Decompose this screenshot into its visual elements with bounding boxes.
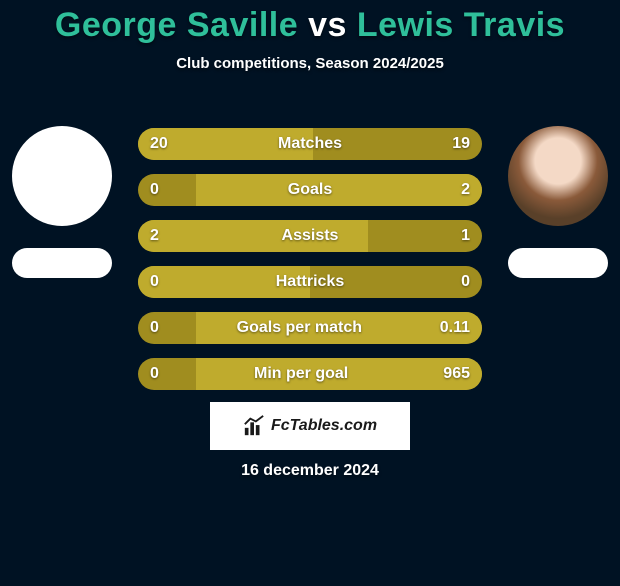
player2-avatar xyxy=(508,126,608,226)
date-text: 16 december 2024 xyxy=(0,462,620,480)
stat-value-right: 0.11 xyxy=(440,319,470,337)
stat-value-left: 0 xyxy=(150,273,159,291)
stat-label: Assists xyxy=(159,227,461,245)
stat-bar: 0Min per goal965 xyxy=(138,358,482,390)
stat-value-left: 0 xyxy=(150,319,159,337)
stat-value-right: 0 xyxy=(461,273,470,291)
stat-label: Goals per match xyxy=(159,319,440,337)
player2-club-pill xyxy=(508,248,608,278)
player1-column xyxy=(12,126,112,278)
stat-bar: 2Assists1 xyxy=(138,220,482,252)
page-title: George Saville vs Lewis Travis xyxy=(0,6,620,45)
title-player1: George Saville xyxy=(55,6,298,44)
stat-value-left: 20 xyxy=(150,135,168,153)
subtitle: Club competitions, Season 2024/2025 xyxy=(0,55,620,72)
player2-column xyxy=(508,126,608,278)
player1-avatar xyxy=(12,126,112,226)
comparison-bars: 20Matches190Goals22Assists10Hattricks00G… xyxy=(138,128,482,390)
stat-bar: 0Goals per match0.11 xyxy=(138,312,482,344)
brand-badge: FcTables.com xyxy=(210,402,410,450)
stat-label: Matches xyxy=(168,135,452,153)
stat-value-left: 0 xyxy=(150,181,159,199)
stat-value-right: 19 xyxy=(452,135,470,153)
stat-value-left: 2 xyxy=(150,227,159,245)
brand-text: FcTables.com xyxy=(271,417,377,435)
stat-bar: 20Matches19 xyxy=(138,128,482,160)
stat-label: Goals xyxy=(159,181,461,199)
title-vs: vs xyxy=(308,6,347,44)
stat-value-right: 1 xyxy=(461,227,470,245)
stat-value-right: 965 xyxy=(443,365,470,383)
stat-bar: 0Goals2 xyxy=(138,174,482,206)
stat-bar: 0Hattricks0 xyxy=(138,266,482,298)
title-player2: Lewis Travis xyxy=(357,6,565,44)
chart-icon xyxy=(243,415,265,437)
stat-label: Min per goal xyxy=(159,365,443,383)
stat-value-right: 2 xyxy=(461,181,470,199)
player1-club-pill xyxy=(12,248,112,278)
stat-label: Hattricks xyxy=(159,273,461,291)
stat-value-left: 0 xyxy=(150,365,159,383)
